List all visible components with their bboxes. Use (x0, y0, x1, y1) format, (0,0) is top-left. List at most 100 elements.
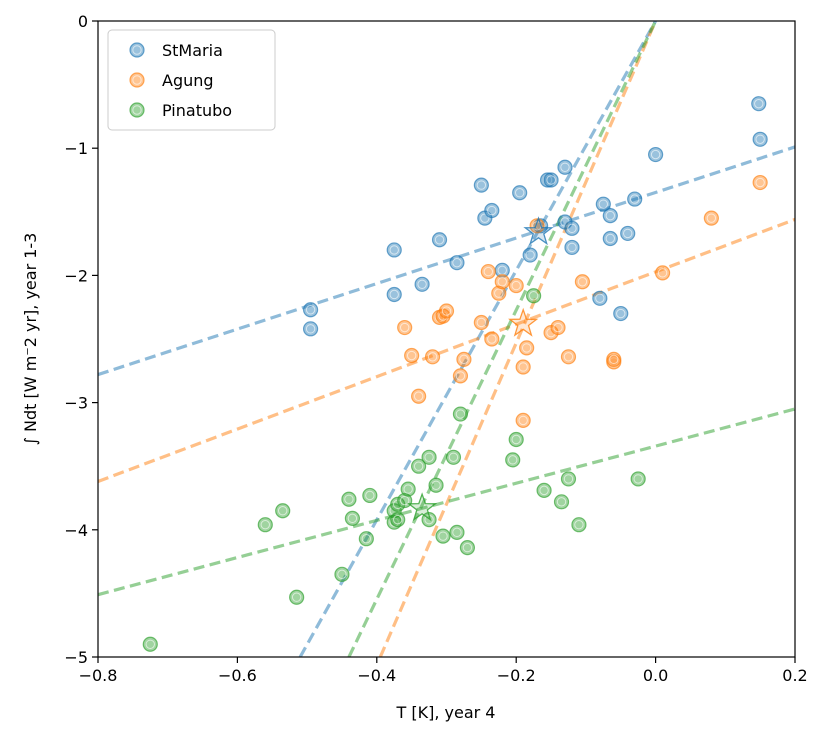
point-ring-pinatubo (455, 409, 466, 419)
x-tick-label: −0.2 (497, 666, 536, 685)
point-stmaria (539, 172, 556, 188)
point-agung (550, 319, 566, 336)
point-pinatubo (289, 589, 305, 605)
point-stmaria (595, 196, 611, 212)
point-ring-pinatubo (399, 495, 410, 506)
y-tick-label: −4 (64, 521, 88, 540)
x-tick-label: −0.4 (357, 666, 396, 685)
point-pinatubo (553, 494, 570, 510)
mean-stars (406, 216, 554, 522)
point-ring-agung (476, 317, 487, 328)
point-ring-agung (518, 362, 528, 372)
point-ring-agung (399, 322, 410, 333)
point-pinatubo (390, 512, 406, 528)
point-ring-pinatubo (574, 520, 584, 530)
point-ring-stmaria (567, 242, 577, 253)
point-agung (456, 351, 472, 367)
point-ring-stmaria (755, 134, 765, 144)
mean-star-pinatubo (406, 492, 438, 522)
point-agung (473, 314, 489, 331)
point-pinatubo (257, 517, 273, 533)
point-agung (515, 359, 531, 375)
point-agung (452, 368, 469, 384)
y-tick-label: −1 (64, 139, 88, 158)
point-ring-pinatubo (431, 480, 441, 490)
point-agung (703, 210, 719, 226)
point-ring-agung (563, 352, 574, 362)
legend-entry-agung: Agung (129, 71, 214, 90)
point-ring-agung (455, 371, 466, 381)
point-ring-pinatubo (347, 513, 358, 524)
fit-line-agung (98, 217, 795, 483)
point-ring-agung (413, 391, 424, 401)
point-stmaria (627, 191, 643, 207)
point-ring-pinatubo (403, 484, 413, 494)
point-agung (752, 174, 768, 191)
point-ring-stmaria (542, 175, 553, 185)
point-pinatubo (508, 431, 524, 448)
point-pinatubo (362, 487, 378, 504)
point-ring-pinatubo (365, 490, 375, 501)
point-agung (519, 340, 535, 356)
point-stmaria (522, 247, 538, 263)
point-ring-stmaria (525, 250, 535, 260)
point-stmaria (386, 286, 402, 303)
point-ring-agung (494, 288, 504, 298)
point-ring-agung (518, 415, 528, 426)
point-ring-agung (487, 334, 497, 344)
point-ring-agung (406, 350, 417, 361)
point-ring-agung (483, 266, 494, 277)
point-ring-agung (438, 311, 448, 321)
legend-box (107, 29, 276, 131)
point-ring-stmaria (616, 308, 626, 319)
point-pinatubo (560, 471, 577, 487)
point-pinatubo (459, 540, 476, 556)
point-pinatubo (142, 636, 158, 652)
point-pinatubo (435, 528, 451, 544)
point-ring-stmaria (567, 223, 577, 234)
point-stmaria (512, 185, 528, 201)
point-stmaria (473, 177, 489, 193)
point-agung (654, 265, 671, 281)
point-stmaria (751, 96, 767, 112)
point-stmaria (386, 242, 402, 258)
point-ring-agung (459, 354, 469, 365)
y-tick-label: 0 (78, 12, 88, 31)
point-ring-pinatubo (413, 461, 424, 471)
plot-area (98, 21, 795, 657)
point-ring-pinatubo (508, 455, 518, 465)
point-stmaria (302, 302, 319, 318)
point-ring-pinatubo (145, 639, 155, 649)
point-ring-stmaria (598, 199, 609, 209)
point-ring-stmaria (434, 235, 445, 245)
point-stmaria (302, 321, 319, 337)
point-pinatubo (411, 458, 427, 474)
mean-star-stmaria (523, 216, 554, 246)
point-ring-stmaria (605, 233, 615, 244)
legend: StMaria Agung Pinatubo (107, 29, 276, 131)
point-ring-pinatubo (344, 494, 354, 504)
point-pinatubo (536, 482, 552, 498)
point-ring-stmaria (650, 149, 661, 160)
point-ring-pinatubo (556, 497, 567, 507)
point-pinatubo (358, 531, 374, 547)
point-stmaria (543, 172, 559, 188)
point-ring-stmaria (629, 194, 640, 204)
legend-marker-pinatubo (129, 102, 145, 118)
point-ring-stmaria (480, 213, 490, 223)
point-ring-pinatubo (563, 474, 574, 484)
point-stmaria (564, 239, 580, 256)
point-ring-stmaria (389, 245, 399, 255)
x-axis-label: T [K], year 4 (396, 703, 496, 722)
legend-entry-pinatubo: Pinatubo (129, 101, 232, 120)
legend-entry-stmaria: StMaria (129, 41, 223, 60)
point-agung (508, 277, 524, 294)
point-ring-stmaria (476, 180, 487, 190)
point-ring-stmaria (595, 293, 605, 303)
point-ring-pinatubo (633, 474, 643, 484)
point-agung (606, 351, 622, 367)
point-ring-pinatubo (528, 291, 539, 301)
fit-line-pinatubo (98, 407, 795, 597)
point-pinatubo (400, 481, 416, 497)
